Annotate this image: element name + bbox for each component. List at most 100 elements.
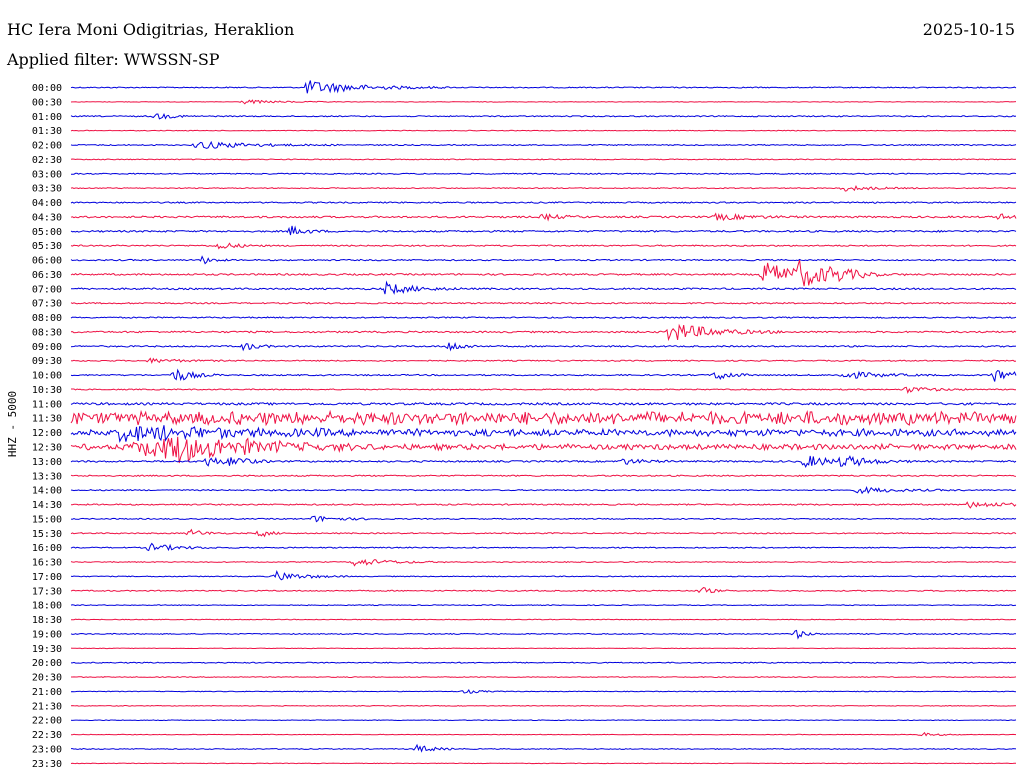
trace-0400 [70, 201, 1017, 204]
tick-label-2130: 21:30 [32, 701, 62, 712]
tick-label-2030: 20:30 [32, 673, 62, 684]
tick-label-1100: 11:00 [32, 399, 62, 410]
tick-label-2330: 23:30 [32, 759, 62, 770]
trace-1200 [70, 425, 1017, 443]
tick-label-1000: 10:00 [32, 371, 62, 382]
trace-0600 [70, 255, 1016, 265]
trace-2130 [70, 704, 1017, 707]
tick-label-0100: 01:00 [32, 112, 62, 123]
trace-0130 [70, 129, 1017, 132]
trace-0530 [70, 242, 1017, 250]
tick-label-1730: 17:30 [32, 586, 62, 597]
tick-label-0130: 01:30 [32, 126, 62, 137]
tick-label-0500: 05:00 [32, 227, 62, 238]
trace-1130 [70, 409, 1017, 427]
trace-0800 [70, 316, 1017, 319]
date-label: 2025-10-15 [922, 20, 1015, 39]
trace-1900 [70, 629, 1016, 640]
trace-0030 [70, 99, 1017, 105]
trace-2200 [70, 719, 1017, 722]
trace-0330 [70, 184, 1016, 192]
trace-0230 [70, 158, 1017, 161]
trace-1400 [70, 486, 1017, 495]
tick-label-0030: 00:30 [32, 97, 62, 108]
trace-1230 [70, 436, 1017, 464]
trace-2330 [70, 762, 1016, 765]
tick-label-0800: 08:00 [32, 313, 62, 324]
station-title: HC Iera Moni Odigitrias, Heraklion [7, 20, 295, 39]
trace-2100 [70, 689, 1017, 694]
tick-label-2200: 22:00 [32, 716, 62, 727]
tick-label-1930: 19:30 [32, 644, 62, 655]
tick-label-0900: 09:00 [32, 342, 62, 353]
tick-label-1200: 12:00 [32, 428, 62, 439]
tick-label-0330: 03:30 [32, 184, 62, 195]
trace-1100 [70, 401, 1017, 406]
trace-0430 [70, 212, 1017, 222]
tick-label-0630: 06:30 [32, 270, 62, 281]
trace-1830 [71, 618, 1017, 621]
trace-0100 [70, 113, 1017, 120]
trace-0200 [70, 140, 1017, 149]
trace-0700 [71, 280, 1017, 295]
tick-label-1800: 18:00 [32, 601, 62, 612]
tick-label-1230: 12:30 [32, 443, 62, 454]
tick-label-0730: 07:30 [32, 299, 62, 310]
tick-label-1530: 15:30 [32, 529, 62, 540]
trace-group [70, 80, 1017, 765]
trace-1330 [70, 474, 1017, 478]
trace-1700 [70, 570, 1017, 581]
tick-label-0300: 03:00 [32, 169, 62, 180]
tick-label-1600: 16:00 [32, 543, 62, 554]
tick-label-2230: 22:30 [32, 730, 62, 741]
filter-label: Applied filter: [7, 50, 119, 69]
trace-0930 [70, 357, 1017, 365]
trace-2000 [71, 661, 1017, 664]
trace-0300 [70, 172, 1017, 175]
tick-label-0400: 04:00 [32, 198, 62, 209]
tick-label-0230: 02:30 [32, 155, 62, 166]
tick-label-1030: 10:30 [32, 385, 62, 396]
tick-label-1400: 14:00 [32, 486, 62, 497]
tick-label-1630: 16:30 [32, 558, 62, 569]
tick-label-0600: 06:00 [32, 256, 62, 267]
trace-1430 [70, 501, 1017, 509]
trace-1630 [70, 558, 1017, 567]
trace-1500 [70, 515, 1017, 523]
tick-label-1430: 14:30 [32, 500, 62, 511]
trace-2300 [71, 743, 1017, 753]
trace-1930 [70, 647, 1017, 650]
trace-0730 [70, 301, 1017, 305]
tick-label-1700: 17:00 [32, 572, 62, 583]
trace-0830 [70, 323, 1017, 342]
tick-label-0000: 00:00 [32, 83, 62, 94]
tick-label-1330: 13:30 [32, 471, 62, 482]
tick-label-1500: 15:00 [32, 514, 62, 525]
tick-label-2100: 21:00 [32, 687, 62, 698]
trace-1300 [70, 455, 1017, 468]
tick-label-0700: 07:00 [32, 284, 62, 295]
trace-1730 [70, 587, 1016, 594]
trace-1530 [70, 528, 1017, 538]
trace-2030 [71, 676, 1017, 679]
trace-1000 [70, 368, 1017, 382]
tick-label-0200: 02:00 [32, 141, 62, 152]
filter-line: Applied filter: WWSSN-SP [7, 51, 220, 69]
tick-label-group: 00:00 00:30 01:00 01:30 02:00 02:30 03:00 03:30… [32, 83, 62, 770]
tick-label-0430: 04:30 [32, 212, 62, 223]
y-axis-title: HHZ - 5000 [6, 391, 19, 457]
trace-2230 [70, 731, 1017, 737]
filter-value: WWSSN-SP [123, 50, 220, 69]
tick-label-0930: 09:30 [32, 356, 62, 367]
trace-0630 [70, 259, 1017, 287]
tick-label-1830: 18:30 [32, 615, 62, 626]
tick-label-0530: 05:30 [32, 241, 62, 252]
tick-label-2300: 23:00 [32, 744, 62, 755]
trace-1800 [70, 604, 1017, 607]
tick-label-2000: 20:00 [32, 658, 62, 669]
tick-label-1130: 11:30 [32, 414, 62, 425]
trace-1600 [70, 542, 1017, 552]
tick-label-1900: 19:00 [32, 629, 62, 640]
tick-label-1300: 13:00 [32, 457, 62, 468]
